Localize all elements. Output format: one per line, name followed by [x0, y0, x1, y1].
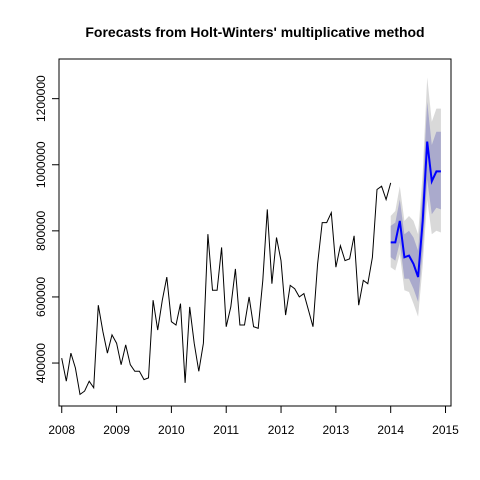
y-tick-label: 800000: [34, 211, 48, 251]
x-tick-label: 2011: [213, 423, 239, 437]
observed-series-line: [61, 182, 392, 396]
series-lines: [61, 141, 441, 396]
x-tick-label: 2012: [268, 423, 295, 437]
y-tick-label: 600000: [34, 277, 48, 317]
x-tick-label: 2015: [432, 423, 459, 437]
prediction-bands: [390, 77, 441, 317]
x-tick-label: 2013: [323, 423, 350, 437]
axes: 2008 2009 2010 2011 2012 2013 2014 2015 400000 60…: [34, 75, 459, 437]
x-tick-label: 2014: [377, 423, 404, 437]
x-tick-label: 2008: [48, 423, 75, 437]
y-tick-label: 1200000: [34, 75, 48, 122]
plot-frame: [58, 58, 452, 407]
chart-title: Forecasts from Holt-Winters' multiplicat…: [85, 24, 424, 40]
forecast-series-line: [390, 141, 441, 278]
y-tick-label: 1000000: [34, 141, 48, 188]
y-tick-label: 400000: [34, 343, 48, 383]
x-tick-label: 2010: [158, 423, 185, 437]
x-tick-label: 2009: [103, 423, 130, 437]
